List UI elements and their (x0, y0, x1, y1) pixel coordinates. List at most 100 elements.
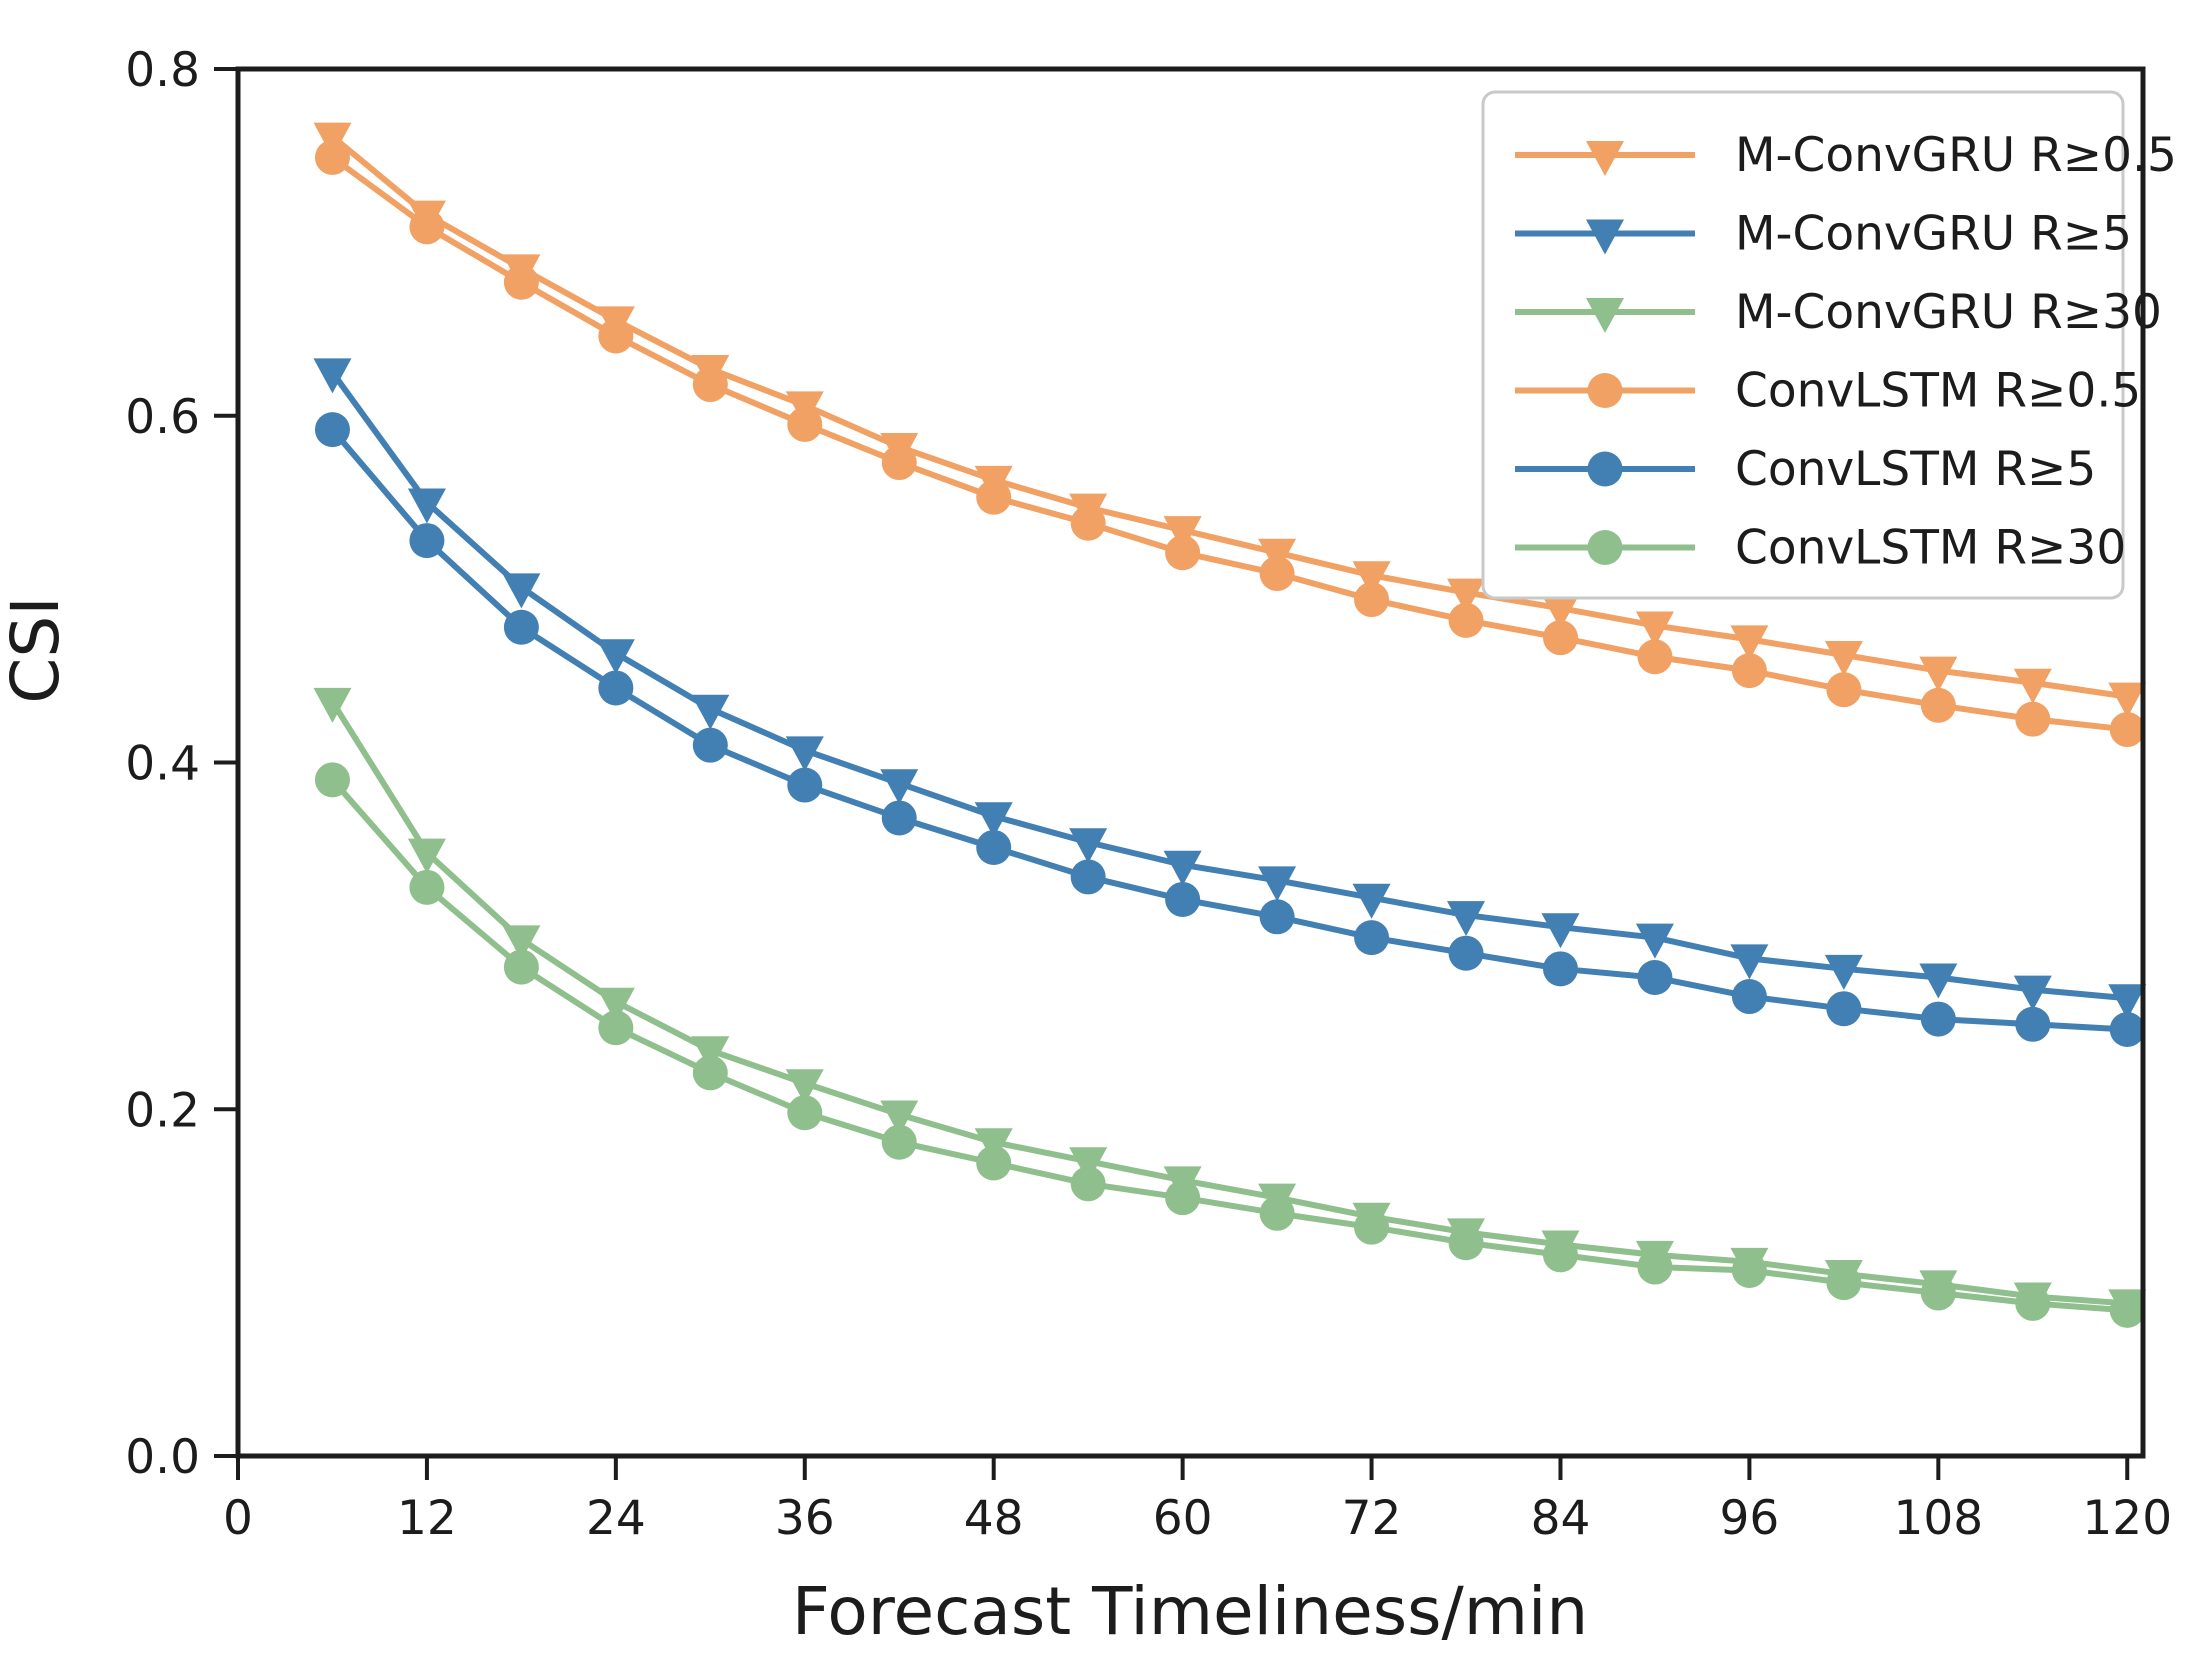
series-marker-convlstm-r-30-t36 (787, 1095, 823, 1131)
legend-label-m-convgru-r-5: M-ConvGRU R≥5 (1735, 207, 2132, 262)
series-marker-m-convgru-r-30-t90 (1635, 1240, 1674, 1276)
legend-label-m-convgru-r-0-5: M-ConvGRU R≥0.5 (1735, 128, 2177, 183)
series-marker-m-convgru-r-0-5-t96 (1730, 625, 1769, 661)
series-marker-m-convgru-r-0-5-t24 (596, 306, 635, 342)
series-marker-m-convgru-r-5-t30 (691, 694, 730, 730)
x-tick-label-120: 120 (2082, 1491, 2172, 1546)
legend-marker-convlstm-r-30 (1587, 530, 1623, 565)
series-marker-m-convgru-r-30-t84 (1541, 1230, 1580, 1266)
series-marker-m-convgru-r-5-t108 (1919, 963, 1958, 999)
series-marker-m-convgru-r-5-t24 (596, 639, 635, 675)
series-marker-m-convgru-r-5-t60 (1163, 850, 1202, 886)
series-marker-m-convgru-r-0-5-t18 (502, 254, 541, 290)
legend-item-convlstm-r-5: ConvLSTM R≥5 (1515, 442, 2096, 497)
series-marker-m-convgru-r-5-t54 (1069, 828, 1108, 864)
series-marker-convlstm-r-0-5-t72 (1354, 582, 1390, 618)
series-marker-m-convgru-r-5-t78 (1447, 901, 1486, 937)
series-marker-m-convgru-r-0-5-t12 (407, 200, 446, 236)
series-marker-convlstm-r-0-5-t90 (1637, 639, 1673, 675)
legend-label-convlstm-r-30: ConvLSTM R≥30 (1735, 521, 2126, 576)
series-marker-convlstm-r-0-5-t84 (1542, 620, 1578, 656)
series-line-m-convgru-r-30 (329, 700, 2128, 1307)
legend-item-m-convgru-r-30: M-ConvGRU R≥30 (1515, 285, 2162, 340)
series-marker-m-convgru-r-0-5-t108 (1919, 656, 1958, 692)
series-marker-m-convgru-r-30-t60 (1163, 1166, 1202, 1202)
series-marker-m-convgru-r-0-5-t66 (1258, 538, 1297, 574)
series-m-convgru-r-30 (313, 687, 2147, 1325)
legend-marker-m-convgru-r-30 (1586, 298, 1624, 333)
series-marker-convlstm-r-0-5-t120 (2109, 712, 2145, 748)
series-marker-m-convgru-r-30-t42 (880, 1100, 919, 1136)
legend-item-m-convgru-r-5: M-ConvGRU R≥5 (1515, 207, 2132, 262)
series-marker-m-convgru-r-0-5-t48 (974, 465, 1013, 501)
series-marker-convlstm-r-30-t42 (881, 1124, 917, 1160)
series-marker-convlstm-r-0-5-t102 (1826, 672, 1862, 708)
series-marker-m-convgru-r-30-t30 (691, 1036, 730, 1072)
series-marker-m-convgru-r-30-t78 (1447, 1218, 1486, 1254)
series-marker-m-convgru-r-5-t42 (880, 769, 919, 805)
series-marker-m-convgru-r-30-t48 (974, 1128, 1013, 1164)
legend-label-m-convgru-r-30: M-ConvGRU R≥30 (1735, 285, 2162, 340)
series-convlstm-r-30 (314, 762, 2145, 1328)
series-marker-convlstm-r-5-t42 (881, 800, 917, 836)
series-marker-convlstm-r-5-t108 (1920, 1001, 1956, 1037)
series-marker-convlstm-r-5-t30 (692, 727, 728, 763)
series-marker-convlstm-r-5-t18 (503, 609, 539, 645)
x-tick-label-24: 24 (586, 1491, 646, 1546)
legend-marker-convlstm-r-5 (1587, 451, 1623, 487)
series-marker-m-convgru-r-5-t12 (407, 488, 446, 524)
series-marker-m-convgru-r-0-5-t30 (691, 354, 730, 390)
series-marker-m-convgru-r-0-5-t90 (1635, 611, 1674, 647)
series-marker-m-convgru-r-30-t66 (1258, 1183, 1297, 1219)
series-marker-convlstm-r-5-t84 (1542, 951, 1578, 987)
series-line-m-convgru-r-0-5 (330, 134, 2128, 700)
series-marker-convlstm-r-5-t48 (976, 829, 1012, 865)
x-tick-label-84: 84 (1531, 1491, 1591, 1546)
series-marker-m-convgru-r-0-5-t6 (313, 122, 352, 158)
legend-marker-m-convgru-r-0-5 (1586, 141, 1624, 176)
series-marker-m-convgru-r-30-t96 (1730, 1247, 1769, 1283)
x-tick-label-96: 96 (1719, 1491, 1779, 1546)
ticks-layer: 0 12 24 36 48 60 72 84 96 108 120 0.0 0.2 0.4 0.6 0.8 (125, 43, 2172, 1546)
series-marker-convlstm-r-30-t18 (503, 949, 539, 985)
series-marker-m-convgru-r-5-t84 (1541, 913, 1580, 949)
series-marker-m-convgru-r-0-5-t114 (2013, 668, 2052, 704)
y-tick-label-0.4: 0.4 (125, 737, 200, 792)
series-marker-m-convgru-r-30-t36 (785, 1069, 824, 1105)
series-marker-convlstm-r-5-t24 (598, 670, 634, 706)
series-marker-convlstm-r-5-t114 (2015, 1006, 2051, 1042)
legend-marker-convlstm-r-0-5 (1587, 373, 1623, 408)
series-marker-convlstm-r-30-t24 (598, 1010, 634, 1046)
series-marker-convlstm-r-30-t12 (409, 869, 445, 905)
series-marker-convlstm-r-5-t90 (1637, 959, 1673, 995)
series-marker-convlstm-r-5-t78 (1448, 935, 1484, 971)
legend: M-ConvGRU R≥0.5 M-ConvGRU R≥5 M-ConvGRU R≥… (1481, 90, 2177, 600)
series-marker-convlstm-r-5-t96 (1731, 979, 1767, 1015)
series-marker-m-convgru-r-5-t36 (785, 736, 824, 772)
series-marker-m-convgru-r-30-t24 (596, 987, 635, 1023)
series-marker-m-convgru-r-5-t120 (2108, 984, 2147, 1020)
series-line-convlstm-r-30 (330, 777, 2128, 1314)
series-marker-convlstm-r-30-t30 (692, 1055, 728, 1091)
x-tick-label-72: 72 (1342, 1491, 1402, 1546)
series-marker-m-convgru-r-30-t108 (1919, 1270, 1958, 1306)
series-marker-m-convgru-r-30-t102 (1824, 1259, 1863, 1295)
series-m-convgru-r-5 (313, 358, 2147, 1020)
series-marker-m-convgru-r-5-t96 (1730, 944, 1769, 980)
series-marker-m-convgru-r-0-5-t54 (1069, 493, 1108, 529)
x-tick-label-12: 12 (397, 1491, 457, 1546)
x-tick-label-36: 36 (775, 1491, 835, 1546)
series-marker-convlstm-r-0-5-t108 (1920, 687, 1956, 723)
series-marker-m-convgru-r-0-5-t42 (880, 432, 919, 468)
series-marker-convlstm-r-5-t72 (1354, 920, 1390, 956)
series-marker-m-convgru-r-5-t114 (2013, 975, 2052, 1011)
legend-label-convlstm-r-5: ConvLSTM R≥5 (1735, 442, 2096, 497)
y-tick-label-0.6: 0.6 (125, 390, 200, 445)
series-marker-convlstm-r-5-t54 (1070, 859, 1106, 895)
series-marker-m-convgru-r-5-t66 (1258, 866, 1297, 902)
series-marker-m-convgru-r-0-5-t120 (2108, 682, 2147, 718)
series-marker-m-convgru-r-30-t54 (1069, 1147, 1108, 1183)
series-marker-m-convgru-r-30-t18 (502, 925, 541, 961)
x-tick-label-0: 0 (223, 1491, 253, 1546)
